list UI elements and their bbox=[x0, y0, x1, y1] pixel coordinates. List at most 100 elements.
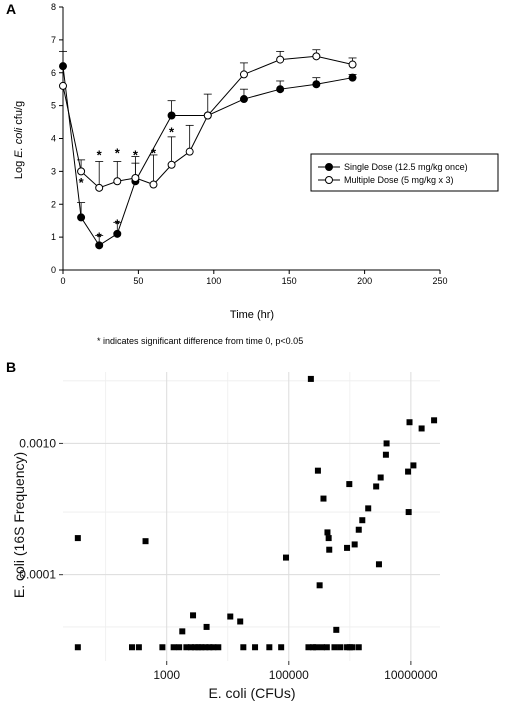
y-tick-label: 8 bbox=[51, 2, 56, 12]
scatter-point bbox=[377, 474, 384, 481]
single-dose-point bbox=[95, 241, 104, 250]
y-tick-label: 4 bbox=[51, 134, 56, 144]
scatter-point bbox=[74, 535, 81, 542]
scatter-point bbox=[237, 618, 244, 625]
scatter-point bbox=[405, 468, 412, 475]
scatter-point bbox=[324, 529, 331, 536]
panel-b-x-label: E. coli (CFUs) bbox=[208, 685, 295, 701]
y-tick-label: 2 bbox=[51, 199, 56, 209]
multiple-dose-point bbox=[131, 173, 140, 182]
scatter-point bbox=[406, 419, 413, 426]
baseline-point bbox=[210, 644, 217, 651]
single-dose-point bbox=[77, 213, 86, 222]
x-tick-label: 50 bbox=[133, 276, 143, 286]
scatter-point bbox=[326, 546, 333, 553]
legend-marker-single bbox=[325, 163, 333, 171]
scatter-point bbox=[365, 505, 372, 512]
series-line-multiple-dose bbox=[62, 55, 353, 189]
significance-star: * bbox=[115, 216, 121, 231]
panel-a-x-label: Time (hr) bbox=[230, 309, 274, 321]
multiple-dose-point bbox=[239, 70, 248, 79]
scatter-point bbox=[344, 544, 351, 551]
baseline-point bbox=[176, 644, 183, 651]
y-tick-label: 5 bbox=[51, 101, 56, 111]
y-tick-label: 3 bbox=[51, 166, 56, 176]
baseline-point bbox=[240, 644, 247, 651]
panel-a-y-label: Log E. coli cfu/g bbox=[13, 101, 25, 179]
y-tick-label: 6 bbox=[51, 68, 56, 78]
scatter-point bbox=[373, 483, 380, 490]
multiple-dose-point bbox=[59, 81, 67, 90]
panel-b-y-label: E. coli (16S Frequency) bbox=[11, 452, 27, 598]
baseline-point bbox=[331, 644, 338, 651]
scatter-point bbox=[325, 535, 332, 542]
significance-star: * bbox=[151, 146, 157, 161]
scatter-point bbox=[405, 509, 412, 516]
panel-b-label: B bbox=[6, 359, 16, 375]
single-dose-point bbox=[312, 80, 321, 89]
baseline-point bbox=[323, 644, 330, 651]
scatter-point bbox=[383, 440, 390, 447]
x-tick-label: 150 bbox=[282, 276, 297, 286]
scatter-point bbox=[333, 626, 340, 633]
panel-b-chart: 1000 100000 10000000 0.0001 0.0010 E. coli (… bbox=[11, 372, 440, 701]
scatter-point bbox=[410, 462, 417, 469]
legend-box bbox=[310, 153, 499, 192]
scatter-point bbox=[179, 628, 186, 635]
baseline-point bbox=[313, 644, 320, 651]
scatter-point bbox=[359, 517, 366, 524]
y-tick-label: 0 bbox=[51, 265, 56, 275]
scatter-point bbox=[142, 538, 149, 545]
multiple-dose-point bbox=[185, 147, 194, 156]
scatter-point bbox=[190, 612, 197, 619]
multiple-dose-point bbox=[113, 177, 122, 186]
scatter-point bbox=[431, 417, 438, 424]
multiple-dose-point bbox=[149, 180, 158, 189]
x-tick-label: 1000 bbox=[153, 668, 180, 682]
scatter-point bbox=[314, 467, 321, 474]
scatter-point bbox=[307, 375, 314, 382]
significance-footnote: * indicates significant difference from … bbox=[97, 336, 303, 346]
baseline-point bbox=[215, 644, 222, 651]
baseline-point bbox=[128, 644, 135, 651]
baseline-point bbox=[319, 644, 326, 651]
scatter-point bbox=[203, 623, 210, 630]
significance-star: * bbox=[79, 175, 85, 190]
baseline-point bbox=[183, 644, 190, 651]
significance-star: * bbox=[169, 124, 175, 139]
baseline-point bbox=[310, 644, 317, 651]
legend-marker-multiple bbox=[325, 176, 333, 184]
single-dose-point bbox=[167, 111, 176, 120]
multiple-dose-point bbox=[203, 111, 212, 120]
multiple-dose-point bbox=[276, 55, 285, 64]
significance-star: * bbox=[97, 147, 103, 162]
baseline-point bbox=[74, 644, 81, 651]
scatter-point bbox=[227, 613, 234, 620]
baseline-point bbox=[195, 644, 202, 651]
panel-a-label: A bbox=[6, 1, 16, 17]
baseline-point bbox=[170, 644, 177, 651]
x-tick-label: 250 bbox=[432, 276, 447, 286]
multiple-dose-point bbox=[348, 60, 357, 69]
scatter-point bbox=[351, 541, 358, 548]
scatter-point bbox=[316, 582, 323, 589]
multiple-dose-point bbox=[167, 160, 176, 169]
y-tick-label: 1 bbox=[51, 232, 56, 242]
legend-label-single: Single Dose (12.5 mg/kg once) bbox=[344, 162, 468, 172]
baseline-point bbox=[305, 644, 312, 651]
x-tick-label: 200 bbox=[357, 276, 372, 286]
baseline-point bbox=[278, 644, 285, 651]
scatter-point bbox=[346, 481, 353, 488]
multiple-dose-point bbox=[95, 183, 104, 192]
significance-star: * bbox=[115, 146, 121, 161]
scatter-point bbox=[418, 425, 425, 432]
x-tick-label: 100000 bbox=[269, 668, 309, 682]
y-tick-label: 0.0001 bbox=[19, 568, 56, 582]
significance-star: * bbox=[133, 147, 139, 162]
baseline-point bbox=[198, 644, 205, 651]
y-tick-label: 7 bbox=[51, 35, 56, 45]
scatter-point bbox=[282, 554, 289, 561]
baseline-point bbox=[159, 644, 166, 651]
panel-b-plot-area bbox=[63, 372, 440, 661]
